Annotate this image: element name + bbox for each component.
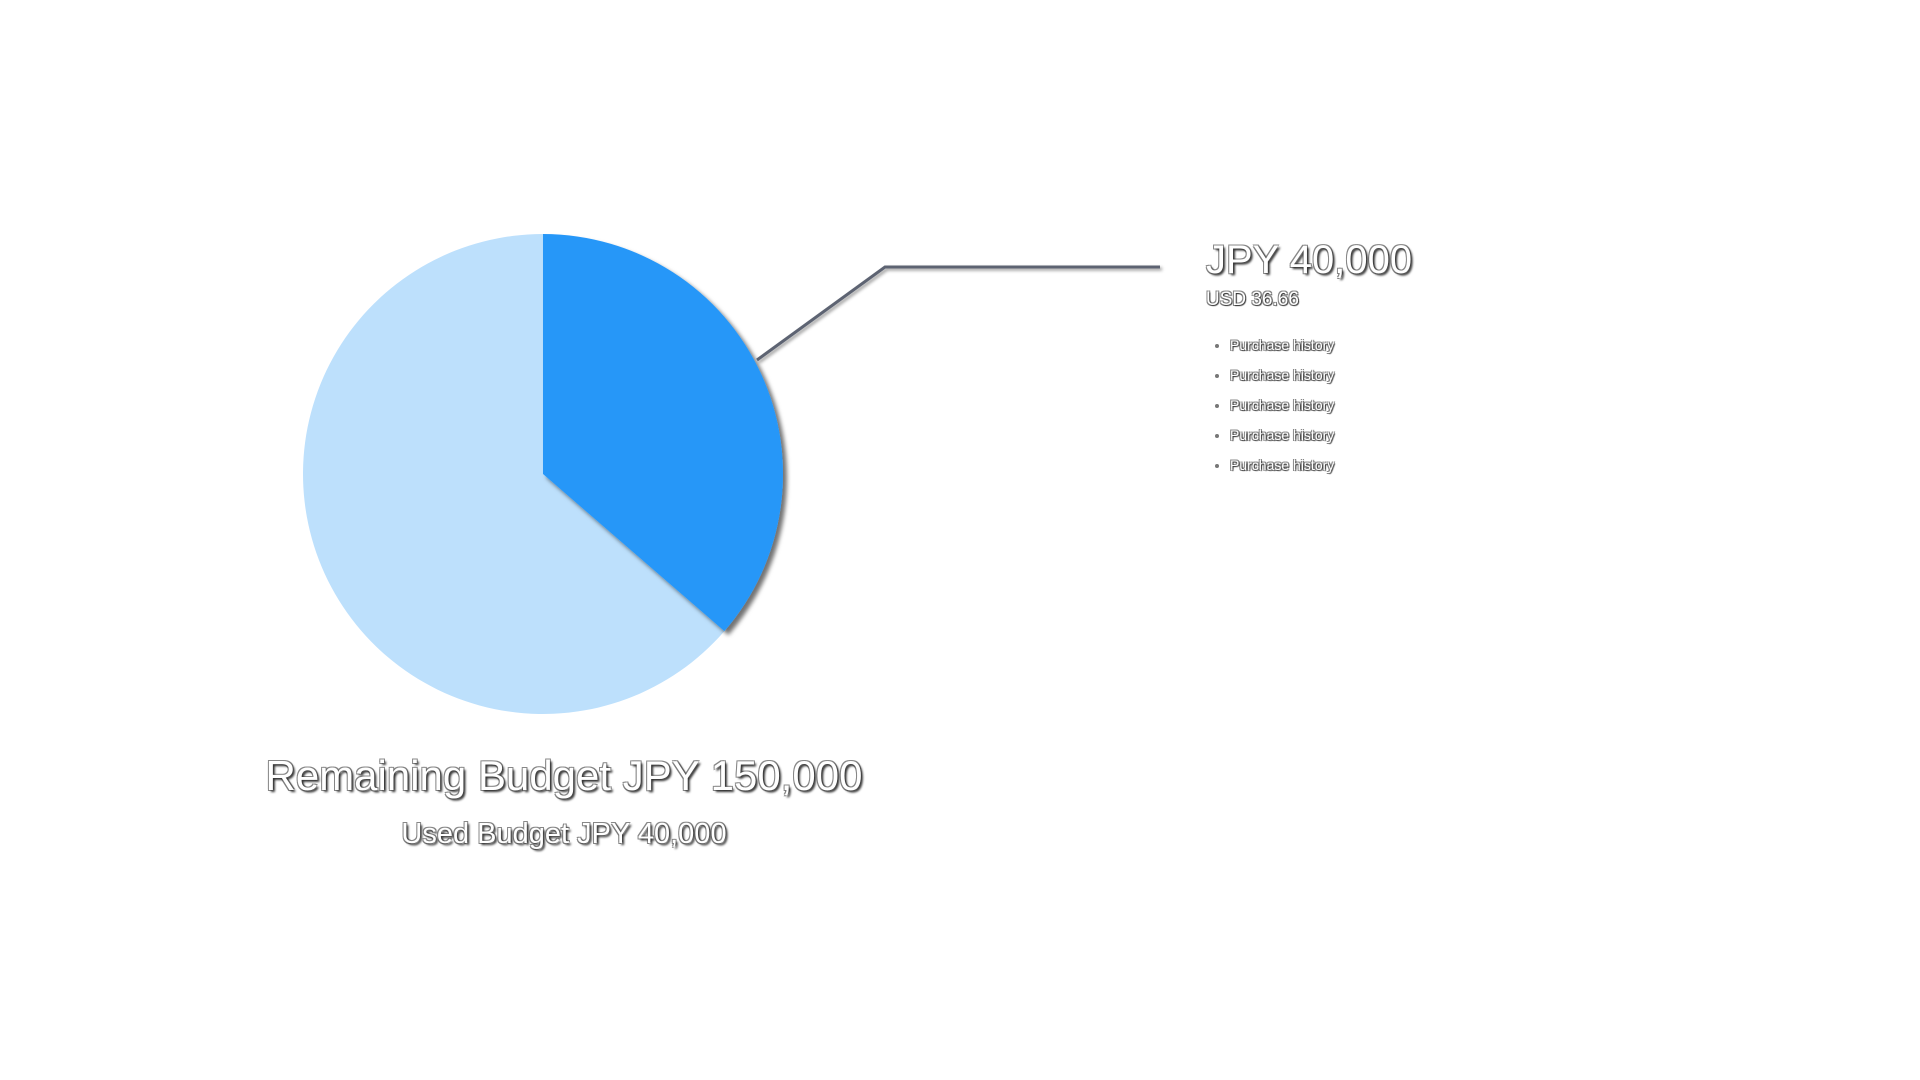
purchase-history-item[interactable]: Purchase history <box>1230 390 1706 420</box>
pie-slice-used-budget[interactable] <box>543 234 784 632</box>
pie-slice-remaining-budget[interactable] <box>303 233 725 714</box>
purchase-history-item[interactable]: Purchase history <box>1230 420 1706 450</box>
purchase-history-item[interactable]: Purchase history <box>1230 330 1706 360</box>
detail-amount: JPY 40,000 <box>1206 238 1413 282</box>
purchase-history-item[interactable]: Purchase history <box>1230 450 1706 480</box>
remaining-budget-caption: Remaining Budget JPY 150,000 <box>265 752 863 799</box>
purchase-history-list: Purchase history Purchase history Purcha… <box>1206 330 1706 480</box>
purchase-history-item[interactable]: Purchase history <box>1230 360 1706 390</box>
used-budget-detail-panel: JPY 40,000 USD 36.66 Purchase history Pu… <box>1206 236 1706 480</box>
used-budget-caption: Used Budget JPY 40,000 <box>401 818 727 850</box>
detail-converted-amount: USD 36.66 <box>1206 289 1299 310</box>
callout-leader-line <box>756 265 1160 362</box>
